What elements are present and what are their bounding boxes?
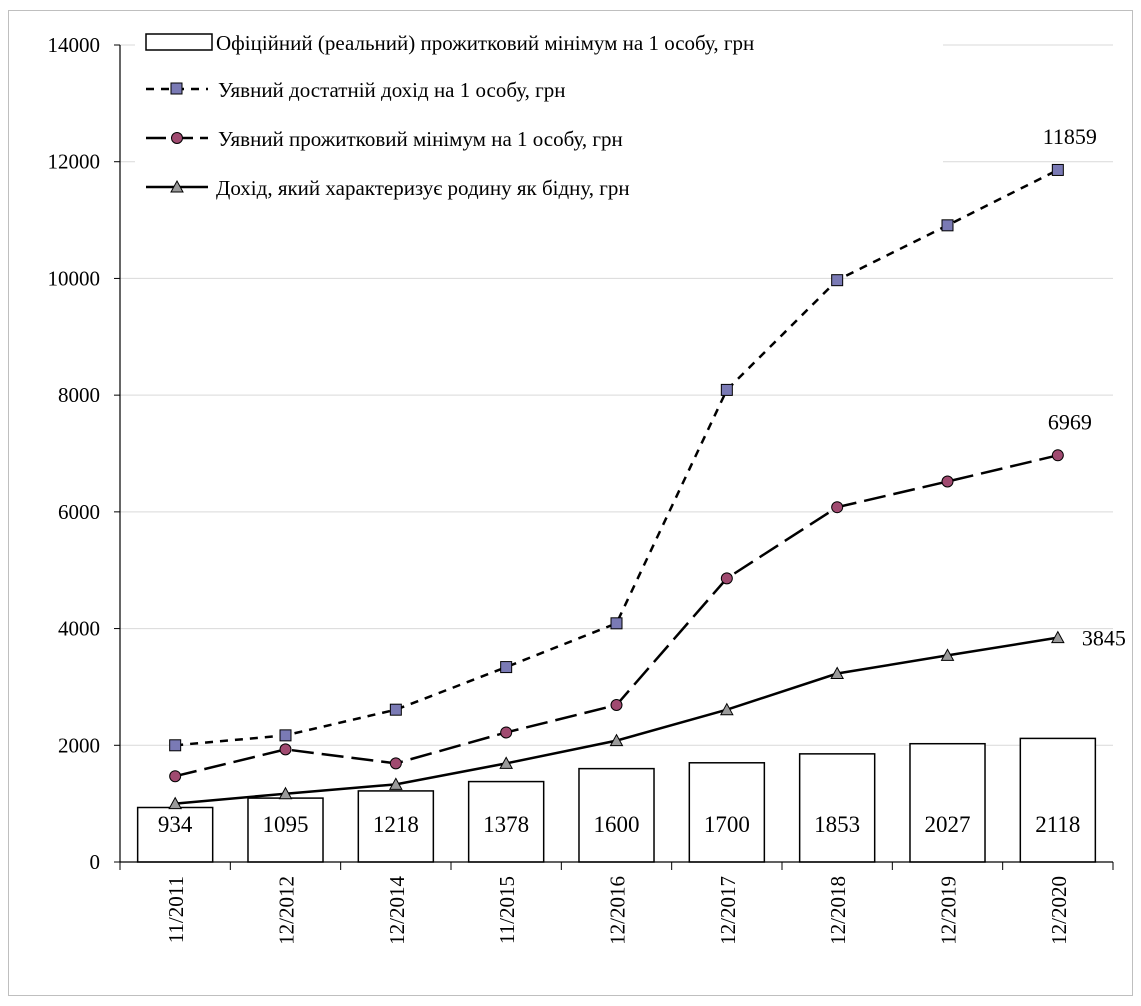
bar (688, 762, 766, 863)
series-line (174, 454, 1059, 778)
x-tick-label: 12/2020 (1047, 876, 1071, 945)
legend-label-sufficient-income: Уявний достатній дохід на 1 особу, грн (218, 78, 565, 102)
triangle-marker (1050, 630, 1065, 644)
y-tick-label: 8000 (58, 383, 100, 407)
bar-value-label: 1700 (704, 812, 750, 837)
bars-layer (136, 737, 1097, 863)
circle-marker (941, 475, 954, 488)
x-tick-label: 12/2014 (385, 876, 409, 945)
y-tick-label: 6000 (58, 500, 100, 524)
legend-label-imagined-minimum: Уявний прожитковий мінімум на 1 особу, г… (218, 127, 623, 151)
circle-marker (389, 757, 402, 770)
bar (467, 780, 545, 863)
legend-swatch-bar (145, 33, 213, 51)
circle-marker (500, 726, 513, 739)
legend-label-official-minimum: Офіційний (реальний) прожитковий мінімум… (216, 31, 754, 55)
triangle-marker (719, 702, 734, 716)
axes: 0 2000 4000 6000 8000 10000 12000 14000 11/2011 1… (48, 33, 1114, 945)
y-tick-label: 4000 (58, 617, 100, 641)
square-marker (941, 219, 954, 232)
lines-layer (168, 163, 1065, 810)
legend-circle-marker (171, 132, 183, 144)
circle-marker (169, 770, 182, 783)
legend-item-official-minimum: Офіційний (реальний) прожитковий мінімум… (145, 31, 754, 55)
square-marker (831, 274, 844, 287)
triangle-marker (278, 786, 293, 800)
bar (909, 742, 986, 863)
triangle-marker (499, 756, 514, 769)
bar-value-label: 1095 (263, 812, 309, 837)
triangle-marker (168, 796, 183, 810)
bar-value-label: 2027 (925, 812, 971, 837)
bar (136, 806, 214, 863)
legend-item-sufficient-income: Уявний достатній дохід на 1 особу, грн (146, 78, 565, 102)
bar-value-label: 934 (158, 812, 193, 837)
x-tick-label: 12/2016 (606, 876, 630, 945)
x-tick-label: 12/2017 (716, 876, 740, 945)
bar-value-label: 2118 (1035, 812, 1080, 837)
series-end-label: 3845 (1082, 626, 1126, 651)
x-tick-label: 12/2019 (937, 876, 961, 945)
circle-marker (279, 743, 292, 756)
legend-background (135, 30, 943, 210)
y-tick-label: 10000 (48, 266, 101, 290)
series-end-label: 11859 (1043, 124, 1097, 149)
bar (1019, 737, 1097, 863)
labels-layer: 934 1095 1218 1378 1600 1700 1853 2027 2118 11859… (158, 124, 1126, 837)
circle-marker (831, 501, 844, 514)
x-tick-label: 12/2012 (275, 876, 299, 945)
legend: Офіційний (реальний) прожитковий мінімум… (135, 30, 943, 210)
square-marker (279, 729, 292, 742)
legend-label-poverty-income: Дохід, який характеризує родину як бідну… (216, 176, 630, 200)
y-tick-label: 2000 (58, 733, 100, 757)
bar-value-label: 1378 (483, 812, 529, 837)
square-marker (389, 703, 402, 716)
bar (247, 797, 324, 863)
legend-square-marker (170, 82, 183, 95)
x-tick-label: 11/2011 (164, 876, 188, 943)
square-marker (720, 383, 733, 396)
y-tick-label: 0 (90, 850, 101, 874)
y-tick-label: 14000 (48, 33, 101, 57)
series-end-label: 6969 (1048, 409, 1092, 434)
bar-value-label: 1600 (594, 812, 640, 837)
triangle-marker (830, 666, 845, 680)
bar (357, 790, 435, 863)
triangle-marker (388, 777, 403, 790)
triangle-marker (609, 733, 624, 747)
bar (798, 753, 876, 863)
circle-marker (720, 572, 733, 585)
bar-value-label: 1218 (373, 812, 419, 837)
circle-marker (610, 699, 623, 712)
square-marker (1051, 163, 1064, 176)
bar (578, 767, 655, 863)
triangle-marker (940, 648, 955, 661)
legend-triangle-marker (170, 179, 184, 193)
y-tick-label: 12000 (48, 150, 101, 174)
circle-marker (1051, 449, 1064, 462)
legend-item-imagined-minimum: Уявний прожитковий мінімум на 1 особу, г… (146, 127, 623, 151)
square-marker (169, 739, 182, 752)
bar-value-label: 1853 (814, 812, 860, 837)
x-tick-label: 12/2018 (826, 876, 850, 945)
legend-item-poverty-income: Дохід, який характеризує родину як бідну… (146, 176, 630, 200)
square-marker (500, 661, 513, 674)
x-tick-label: 11/2015 (495, 876, 519, 944)
square-marker (610, 617, 623, 630)
